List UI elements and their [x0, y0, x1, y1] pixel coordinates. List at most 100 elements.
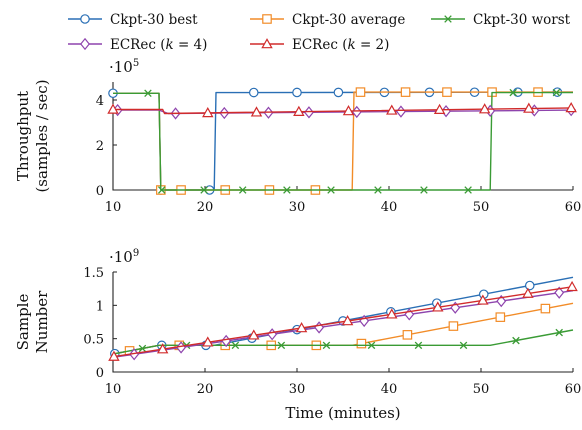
series-ecrec-k-4 — [112, 103, 577, 120]
legend-item-ckpt-30-average: Ckpt-30 average — [250, 12, 405, 28]
legend-label: Ckpt-30 worst — [473, 12, 571, 28]
data-point — [402, 330, 413, 340]
x-axis-label: Time (minutes) — [285, 404, 400, 422]
data-point — [356, 338, 367, 349]
series-ecrec-k-2 — [107, 101, 577, 118]
series-ckpt-30-average — [113, 87, 573, 195]
data-point — [200, 186, 208, 194]
legend-label: Ckpt-30 average — [292, 12, 405, 28]
series-line — [113, 91, 573, 191]
data-point — [400, 87, 411, 97]
legend-item-ckpt-30-best: Ckpt-30 best — [68, 12, 198, 28]
data-point — [322, 341, 331, 350]
x-tick-label: 50 — [473, 200, 490, 215]
y-tick-label: 1.5 — [83, 266, 104, 281]
data-point — [333, 87, 344, 98]
data-point — [432, 301, 444, 312]
y-axis-label: SampleNumber — [14, 290, 51, 353]
y-tick-label: 1 — [96, 299, 104, 314]
series-line — [113, 107, 574, 115]
axes: 10 20 30 40 50 60 0 0.5 1 1.5 ·109 SampleNumber Time… — [14, 248, 581, 422]
series-ckpt-30-worst — [112, 328, 574, 355]
legend-marker — [80, 14, 90, 24]
data-point — [238, 186, 247, 194]
x-tick-label: 10 — [105, 200, 122, 215]
data-point — [267, 328, 278, 341]
legend-label: ECRec (k = 4) — [110, 37, 207, 53]
x-tick-label: 20 — [197, 382, 214, 397]
data-point — [566, 280, 578, 292]
data-point — [433, 103, 446, 115]
data-point — [292, 87, 302, 98]
x-tick-label: 20 — [197, 200, 214, 215]
data-point — [448, 321, 459, 331]
data-point — [477, 294, 489, 305]
data-point — [283, 186, 291, 194]
data-point — [248, 329, 260, 340]
data-point — [420, 186, 428, 194]
series-line — [113, 91, 573, 191]
legend: Ckpt-30 best Ckpt-30 average Ckpt-30 worst… — [68, 12, 571, 53]
y-tick-label: 2 — [96, 139, 104, 154]
data-point — [138, 344, 147, 353]
data-point — [374, 186, 382, 194]
data-point — [522, 287, 534, 298]
data-point — [248, 87, 259, 98]
throughput-chart: 10 20 30 40 50 60 0 2 4 ·105 Throughput(samples / … — [14, 58, 581, 215]
series-line — [112, 286, 574, 358]
data-point — [540, 303, 551, 314]
data-point — [250, 106, 263, 117]
data-point — [478, 103, 491, 114]
data-point — [303, 106, 314, 119]
y-tick-label: 4 — [96, 94, 104, 109]
series-ckpt-30-best — [108, 87, 574, 195]
data-point — [509, 88, 517, 97]
legend-marker — [444, 15, 452, 23]
y-axis-label: Throughput(samples / sec) — [14, 79, 51, 192]
data-point — [555, 328, 563, 337]
data-point — [355, 87, 366, 97]
series-line — [113, 91, 574, 191]
data-point — [156, 343, 169, 354]
data-point — [395, 105, 406, 118]
legend-item-ecrec-k-2: ECRec (k = 2) — [250, 37, 389, 53]
x-tick-label: 30 — [289, 200, 306, 215]
series-ckpt-30-worst — [113, 88, 573, 194]
legend-label: Ckpt-30 best — [110, 12, 198, 28]
series-line — [112, 329, 574, 355]
legend-marker — [261, 38, 273, 49]
y-tick-label: 0 — [96, 184, 104, 199]
legend-item-ecrec-k-4: ECRec (k = 4) — [68, 37, 207, 53]
data-point — [495, 312, 506, 322]
data-point — [552, 88, 561, 97]
data-point — [314, 321, 325, 334]
data-point — [158, 186, 166, 194]
data-point — [442, 87, 452, 97]
data-point — [386, 104, 398, 115]
data-point — [386, 308, 398, 319]
data-point — [202, 336, 214, 347]
data-point — [277, 341, 286, 350]
data-point — [327, 186, 335, 194]
series-ecrec-k-2 — [108, 280, 578, 361]
data-point — [524, 280, 535, 291]
x-tick-label: 30 — [289, 382, 306, 397]
data-point — [295, 322, 308, 333]
data-point — [565, 101, 577, 113]
x-tick-label: 60 — [565, 382, 582, 397]
data-point — [107, 103, 119, 114]
data-point — [231, 341, 240, 350]
x-tick-label: 50 — [473, 382, 490, 397]
data-point — [108, 350, 120, 361]
data-point — [464, 186, 472, 194]
data-point — [523, 102, 535, 113]
x-tick-label: 40 — [381, 382, 398, 397]
data-point — [512, 336, 520, 345]
legend-marker — [262, 14, 272, 24]
data-point — [414, 341, 423, 350]
axes: 10 20 30 40 50 60 0 2 4 ·105 Throughput(samples / … — [14, 58, 581, 215]
data-point — [459, 341, 468, 350]
legend-item-ckpt-30-worst: Ckpt-30 worst — [431, 12, 571, 28]
data-point — [341, 315, 354, 326]
